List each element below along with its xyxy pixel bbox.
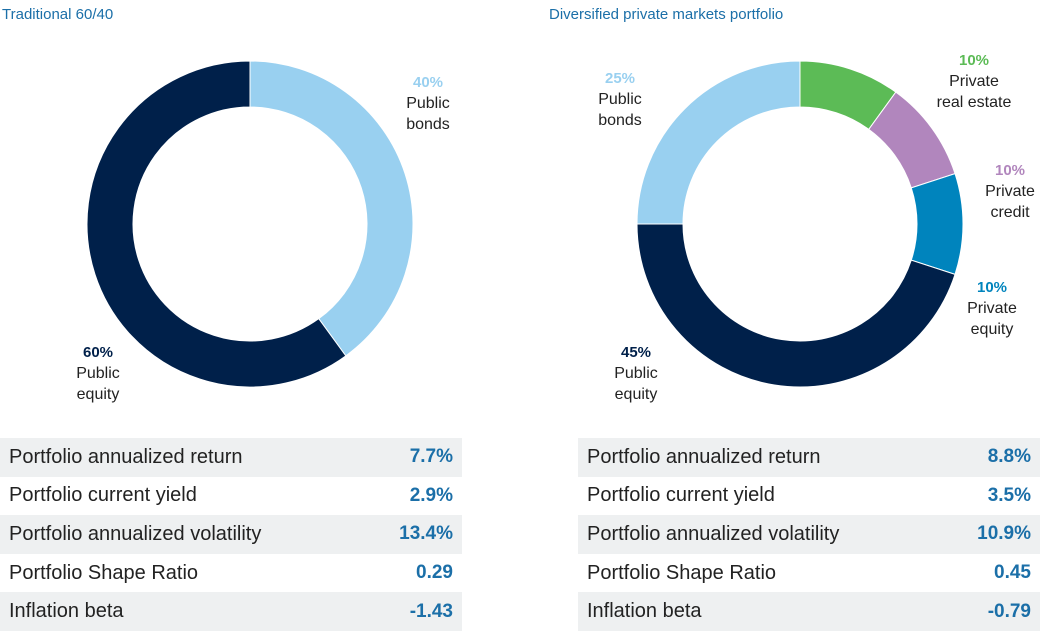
right-metric-row: Inflation beta -0.79 [578,592,1040,631]
right-label-private-credit-line1: Private [985,183,1035,200]
right-label-private-real-estate-pct: 10% [958,52,990,69]
metric-label: Portfolio Shape Ratio [587,561,777,584]
left-slice-public-equity [86,60,347,388]
right-label-private-equity-line1: Private [967,300,1017,317]
right-slice-private-equity [910,172,964,276]
metric-value: -0.79 [987,600,1031,622]
right-metric-row: Portfolio current yield 3.5% [578,476,1040,516]
metric-value: 13.4% [399,523,453,545]
right-donut-chart [636,60,964,388]
metric-label: Portfolio Shape Ratio [9,561,199,584]
right-portfolio-panel: Diversified private markets portfolio 25… [549,0,1040,640]
left-label-public-bonds-pct: 40% [412,74,444,91]
metric-label: Portfolio annualized volatility [587,522,840,545]
metric-label: Inflation beta [9,600,124,623]
metric-value: 2.9% [409,484,453,506]
left-label-public-equity-line1: Public [76,365,120,382]
right-label-private-real-estate-line1: Private [949,73,999,90]
right-label-public-bonds-pct: 25% [604,70,636,87]
left-slice-public-bonds [249,60,414,357]
right-label-public-equity-line2: equity [614,386,658,403]
right-label-public-bonds-line2: bonds [598,112,642,129]
metric-value: 8.8% [987,446,1031,468]
right-metric-row: Portfolio Shape Ratio 0.45 [578,553,1040,593]
left-label-public-bonds-line1: Public [406,95,450,112]
metric-value: 0.29 [416,562,453,584]
left-metric-row: Inflation beta -1.43 [0,592,462,631]
left-metric-row: Portfolio annualized volatility 13.4% [0,515,462,554]
right-label-private-credit-line2: credit [990,204,1030,221]
left-metric-row: Portfolio Shape Ratio 0.29 [0,553,462,593]
metric-label: Portfolio annualized volatility [9,522,262,545]
left-donut-chart [86,60,414,388]
right-label-public-equity-line1: Public [614,365,658,382]
right-label-public-bonds-line1: Public [598,91,642,108]
left-label-public-equity-pct: 60% [82,344,114,361]
metric-value: 7.7% [409,446,453,468]
left-chart-title: Traditional 60/40 [2,6,114,23]
metric-label: Portfolio annualized return [9,445,243,468]
metric-label: Portfolio annualized return [587,445,821,468]
left-metric-row: Portfolio current yield 2.9% [0,476,462,516]
right-metrics-table: Portfolio annualized return 8.8% Portfol… [578,438,1040,631]
right-slice-public-bonds [636,60,801,225]
right-slice-public-equity [636,223,956,388]
right-label-private-real-estate-line2: real estate [936,94,1012,111]
left-label-public-bonds-line2: bonds [406,116,450,133]
right-label-private-equity-pct: 10% [976,279,1008,296]
right-label-private-credit-pct: 10% [994,162,1026,179]
right-label-private-credit: 10% Private credit [976,160,1044,223]
metric-label: Portfolio current yield [9,484,197,507]
metric-label: Portfolio current yield [587,484,775,507]
metric-value: -1.43 [409,600,453,622]
right-label-private-real-estate: 10% Private real estate [926,50,1022,113]
left-label-public-bonds: 40% Public bonds [392,72,464,135]
metric-value: 3.5% [987,484,1031,506]
left-metrics-table: Portfolio annualized return 7.7% Portfol… [0,438,462,631]
metric-value: 0.45 [994,562,1031,584]
right-chart-title: Diversified private markets portfolio [549,6,784,23]
right-label-private-equity-line2: equity [970,321,1014,338]
left-metric-row: Portfolio annualized return 7.7% [0,438,462,477]
right-metric-row: Portfolio annualized volatility 10.9% [578,515,1040,554]
right-metric-row: Portfolio annualized return 8.8% [578,438,1040,477]
metric-label: Inflation beta [587,600,702,623]
left-portfolio-panel: Traditional 60/40 40% Public bonds 60% P… [0,0,462,640]
metric-value: 10.9% [977,523,1031,545]
right-label-public-equity: 45% Public equity [600,342,672,405]
left-label-public-equity-line2: equity [76,386,120,403]
left-label-public-equity: 60% Public equity [62,342,134,405]
right-label-public-bonds: 25% Public bonds [584,68,656,131]
right-label-private-equity: 10% Private equity [958,277,1026,340]
right-label-public-equity-pct: 45% [620,344,652,361]
